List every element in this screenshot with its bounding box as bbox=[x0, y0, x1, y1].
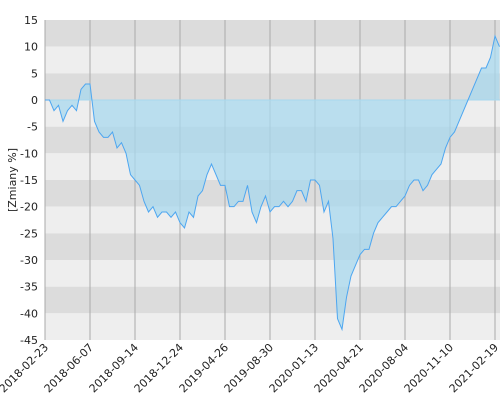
grid-band bbox=[45, 206, 500, 234]
grid-band bbox=[45, 20, 500, 47]
y-tick-label: -10 bbox=[20, 147, 38, 160]
y-tick-label: 0 bbox=[31, 94, 38, 107]
y-tick-label: -25 bbox=[20, 227, 38, 240]
y-tick-label: -20 bbox=[20, 201, 38, 214]
grid-band bbox=[45, 233, 500, 260]
y-axis-label: [Zmiany %] bbox=[6, 148, 19, 212]
y-tick-label: -45 bbox=[20, 334, 38, 347]
y-tick-label: -5 bbox=[27, 121, 38, 134]
y-tick-label: 10 bbox=[24, 41, 38, 54]
y-tick-label: 15 bbox=[24, 14, 38, 27]
y-tick-label: -30 bbox=[20, 254, 38, 267]
area-fill bbox=[45, 36, 500, 330]
grid-band bbox=[45, 46, 500, 74]
grid-band bbox=[45, 313, 500, 340]
line bbox=[45, 34, 500, 332]
grid-band bbox=[45, 260, 500, 287]
y-tick-label: -15 bbox=[20, 174, 38, 187]
grid-band bbox=[45, 73, 500, 100]
y-tick-label: -40 bbox=[20, 307, 38, 320]
y-tick-label: 5 bbox=[31, 67, 38, 80]
y-tick-label: -35 bbox=[20, 281, 38, 294]
grid-band bbox=[45, 286, 500, 314]
